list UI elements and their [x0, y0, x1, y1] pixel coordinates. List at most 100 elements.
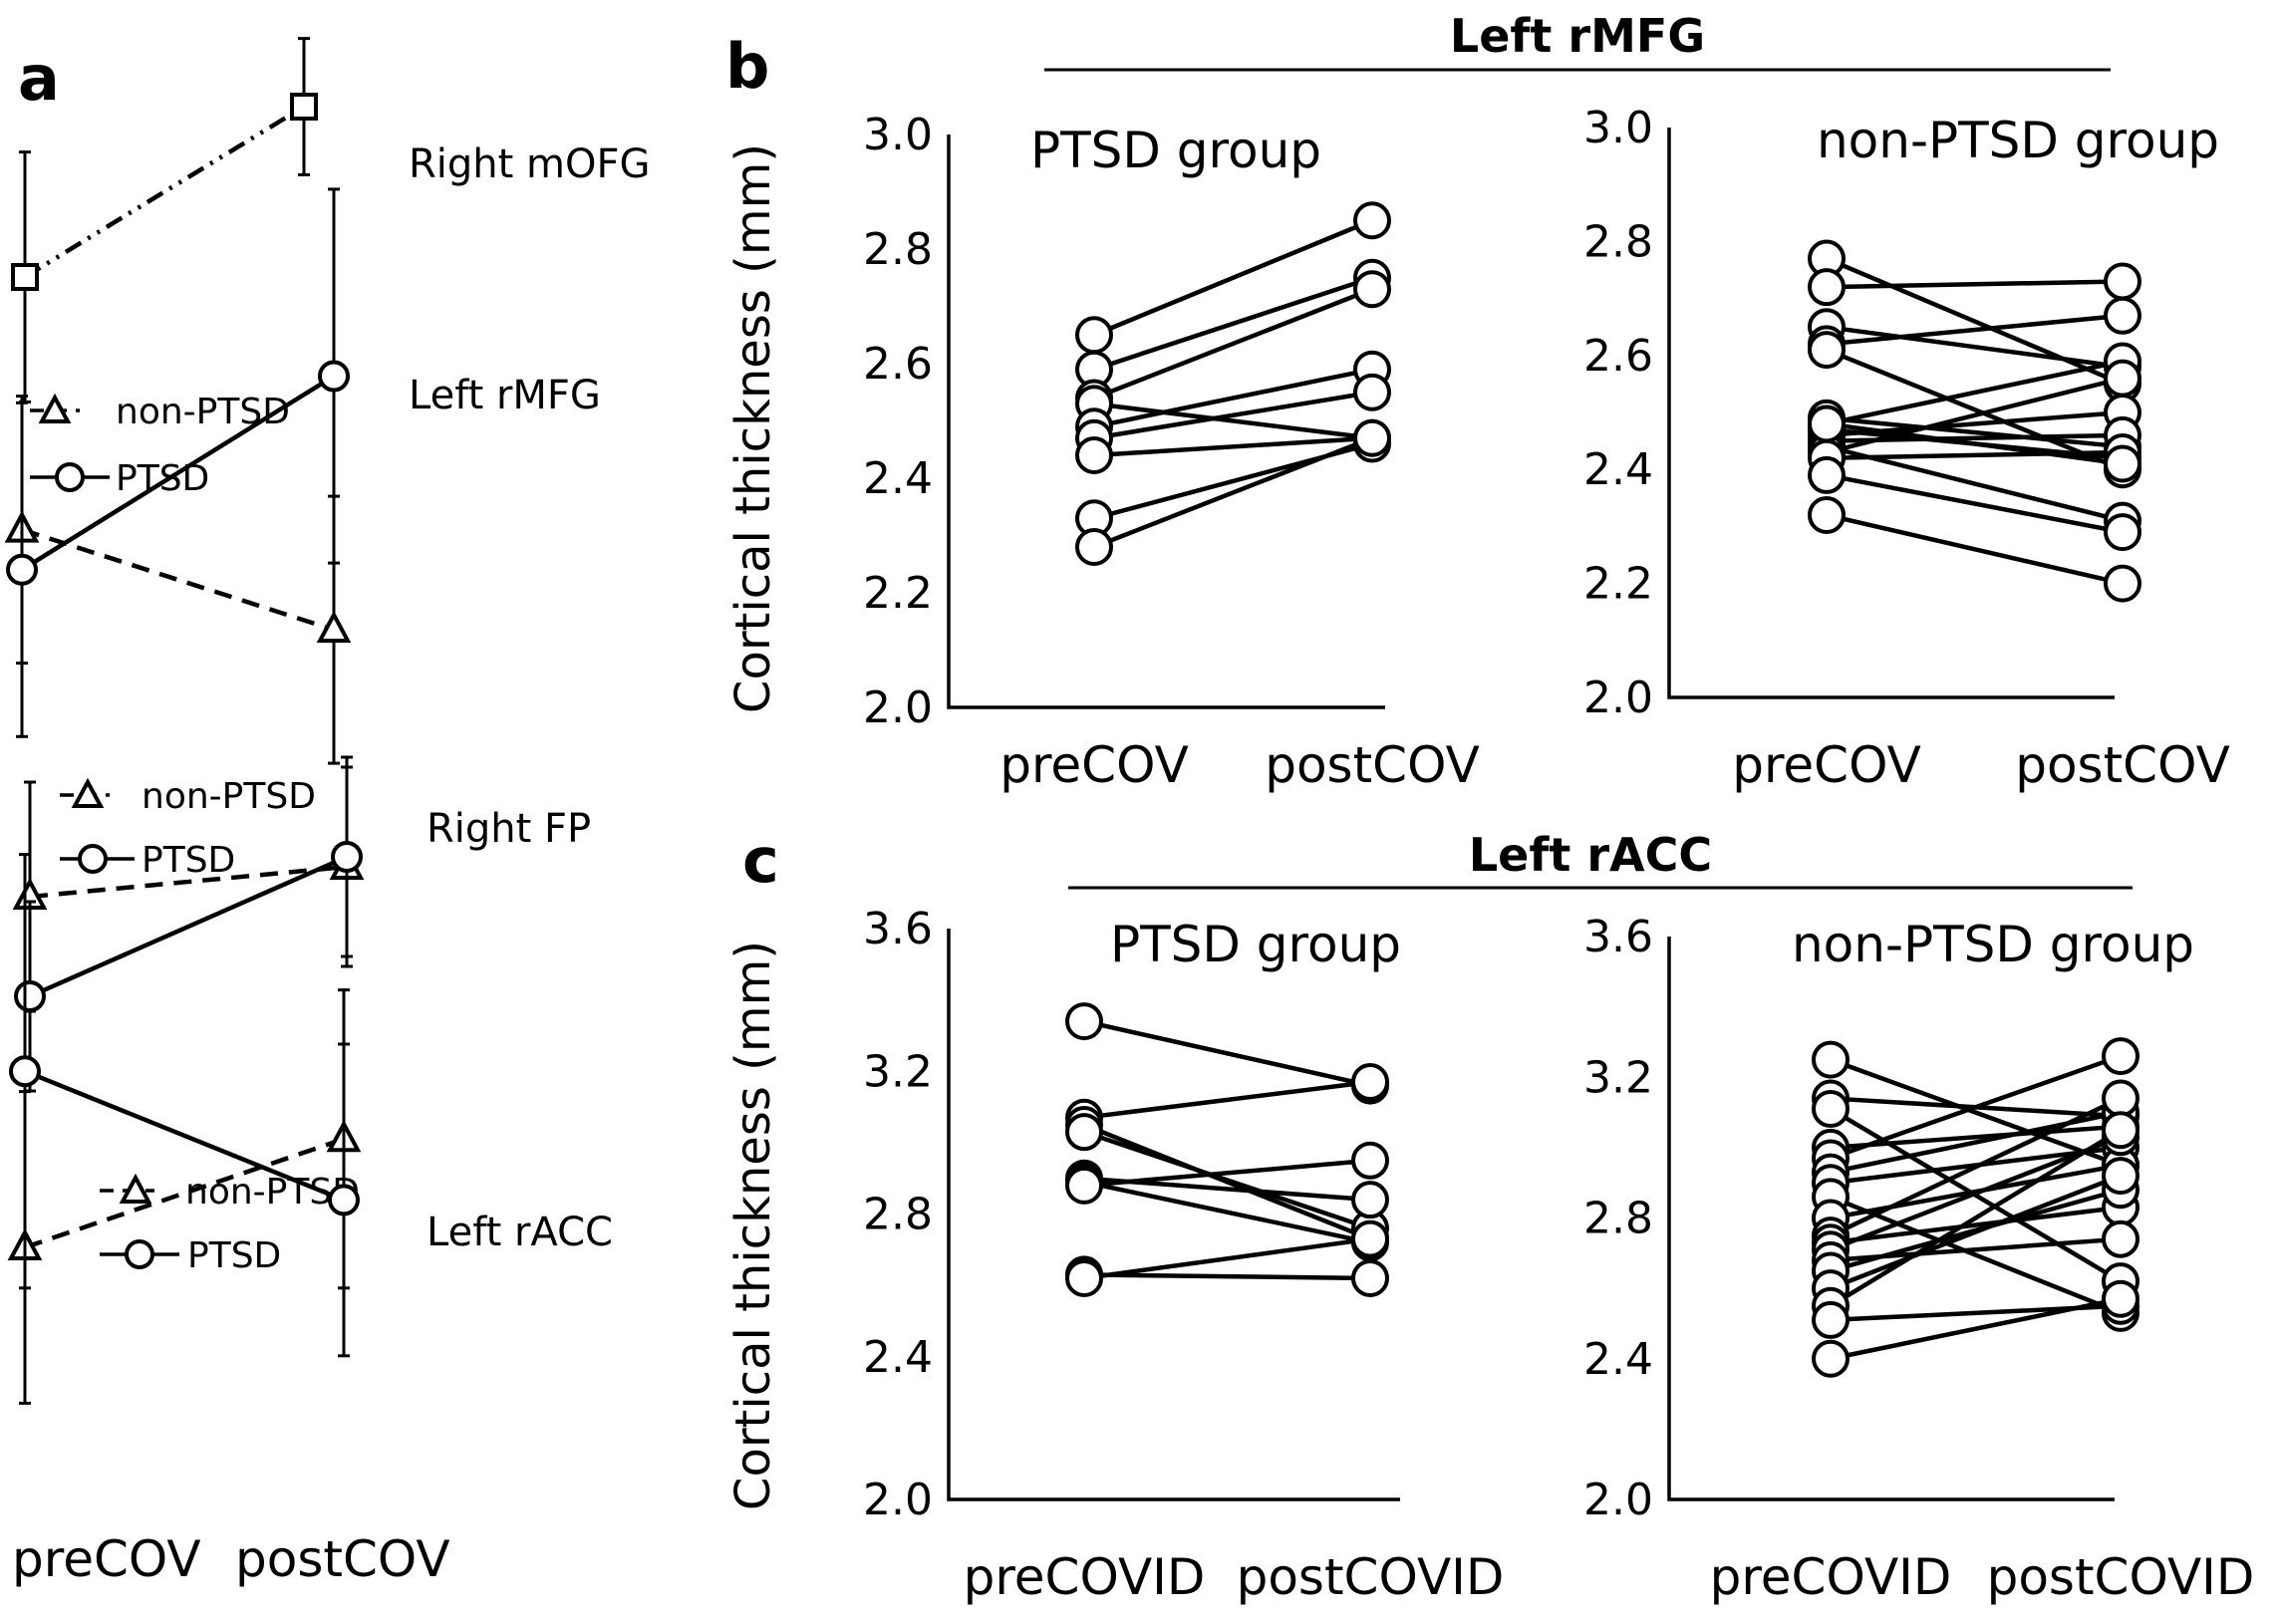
- subject-line: [1083, 1158, 1371, 1189]
- legend-label-ptsd: PTSD: [142, 840, 235, 881]
- y-tick-label: 2.8: [863, 224, 933, 275]
- pre-point: [1812, 1040, 1850, 1079]
- subject-line: [1830, 1205, 2122, 1245]
- region-label-left-racc: Left rACC: [427, 1210, 613, 1255]
- mean-point-circle: [318, 360, 350, 393]
- subject-line: [1093, 367, 1373, 429]
- x-category-label: preCOVID: [1710, 1548, 1952, 1606]
- subject-line: [1093, 402, 1373, 440]
- post-point: [1353, 373, 1391, 411]
- x-category-precov: preCOV: [12, 1530, 201, 1588]
- group-title: PTSD group: [1030, 122, 1321, 179]
- subject-line: [1093, 435, 1373, 458]
- series-line: [20, 374, 336, 572]
- subject-line: [1830, 1053, 2122, 1161]
- y-tick-label: 3.2: [863, 1046, 933, 1097]
- mean-point-square: [290, 93, 318, 121]
- group-title: non-PTSD group: [1817, 112, 2219, 169]
- subject-line: [1093, 435, 1373, 550]
- subject-line: [1083, 1079, 1371, 1121]
- region-label-left-rmfg: Left rMFG: [409, 373, 601, 418]
- post-point: [2104, 296, 2141, 335]
- pre-point: [1808, 455, 1846, 494]
- y-tick-label: 2.4: [863, 1332, 933, 1383]
- title-left-rmfg: Left rMFG: [1450, 9, 1705, 63]
- x-category-label: preCOV: [999, 736, 1189, 794]
- subject-line: [1826, 449, 2124, 461]
- legend-label-non-ptsd: non-PTSD: [116, 392, 290, 432]
- y-tick-label: 3.6: [863, 904, 933, 954]
- x-category-label: preCOVID: [964, 1548, 1206, 1606]
- panel-letter-c: c: [742, 824, 779, 897]
- axes: [1667, 937, 2115, 1501]
- mean-point-square: [11, 263, 39, 291]
- post-point: [2104, 262, 2141, 301]
- y-tick-label: 2.0: [1583, 1475, 1653, 1525]
- y-tick-label: 2.8: [1583, 1194, 1653, 1244]
- subject-line: [1830, 1296, 2122, 1361]
- subject-line: [1826, 347, 2124, 472]
- mean-point-circle: [14, 980, 46, 1012]
- y-tick-label: 2.6: [863, 339, 933, 390]
- title-left-racc: Left rACC: [1469, 828, 1712, 882]
- pre-point: [1812, 1090, 1850, 1129]
- y-tick-label: 2.0: [1583, 673, 1653, 723]
- post-point: [2104, 564, 2141, 603]
- x-category-label: postCOVID: [1237, 1548, 1505, 1606]
- series-line: [24, 1069, 345, 1203]
- legend-left-racc: non-PTSD PTSD: [100, 1172, 360, 1276]
- pre-point: [1065, 1002, 1103, 1041]
- y-axis-label: Cortical thickness (mm): [725, 143, 781, 713]
- panel-c-plot: 3.6 3.2 2.8 2.4 2.0 PTSD group preCOVID postCOV…: [725, 904, 2254, 1606]
- post-point: [2102, 1157, 2139, 1196]
- post-point: [2104, 444, 2141, 483]
- circle-icon: [78, 844, 108, 874]
- post-point: [1351, 1141, 1389, 1180]
- subject-line: [1083, 1018, 1371, 1088]
- y-tick-label: 2.4: [1583, 444, 1653, 495]
- subject-line: [1093, 390, 1373, 440]
- subject-line: [1083, 1129, 1371, 1230]
- post-point: [2104, 359, 2141, 398]
- y-tick-label: 3.0: [1583, 103, 1653, 153]
- panel-a-plot: [4, 37, 365, 1405]
- mean-point-triangle: [316, 610, 352, 644]
- y-axis-label: Cortical thickness (mm): [725, 941, 781, 1510]
- subject-line: [1826, 376, 2124, 455]
- series-line: [21, 527, 335, 633]
- y-tick-label: 3.0: [863, 110, 933, 160]
- x-category-postcov: postCOV: [235, 1530, 450, 1588]
- subject-line: [1826, 279, 2124, 290]
- x-category-label: postCOV: [1265, 736, 1480, 794]
- pre-point: [1808, 405, 1846, 443]
- subject-line: [1093, 218, 1373, 338]
- y-tick-label: 2.4: [863, 453, 933, 504]
- subject-line: [1826, 421, 2124, 466]
- y-tick-label: 2.8: [863, 1190, 933, 1240]
- post-point: [2102, 1279, 2139, 1318]
- post-point: [1351, 1219, 1389, 1258]
- circle-icon: [125, 1239, 154, 1269]
- subject-line: [1830, 1174, 2122, 1291]
- axes: [1667, 128, 2115, 699]
- y-tick-label: 2.2: [1583, 559, 1653, 610]
- mean-point-circle: [328, 1184, 360, 1217]
- group-title: PTSD group: [1110, 916, 1401, 973]
- y-tick-label: 2.4: [1583, 1334, 1653, 1385]
- mean-point-circle: [9, 1055, 41, 1088]
- y-tick-label: 2.8: [1583, 216, 1653, 267]
- axes: [947, 929, 1400, 1501]
- group-title: non-PTSD group: [1792, 916, 2194, 973]
- pre-point: [1812, 1339, 1850, 1378]
- subject-line: [1830, 1195, 2122, 1315]
- legend-left-rmfg: non-PTSD PTSD: [30, 392, 290, 499]
- subject-line: [1826, 512, 2124, 586]
- post-point: [2102, 1079, 2139, 1118]
- subject-line: [1826, 472, 2124, 535]
- region-label-right-mofg: Right mOFG: [409, 141, 651, 187]
- legend-label-non-ptsd: non-PTSD: [142, 776, 316, 817]
- subject-line: [1093, 287, 1373, 401]
- y-tick-label: 2.2: [863, 568, 933, 619]
- mean-point-circle: [331, 841, 363, 873]
